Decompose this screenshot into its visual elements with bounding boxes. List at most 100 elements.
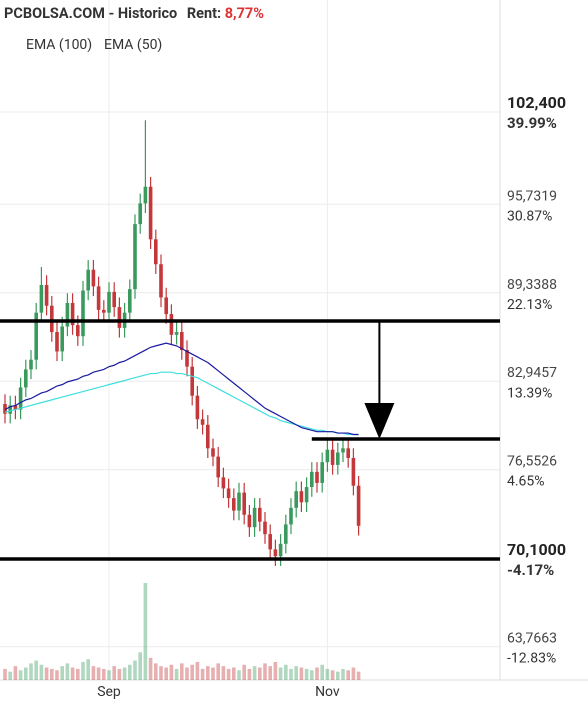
candle-body	[330, 449, 335, 465]
volume-bar	[289, 668, 293, 680]
volume-bar	[143, 583, 148, 680]
candle-body	[24, 369, 28, 388]
candle-body	[299, 491, 304, 503]
candle-body	[128, 289, 132, 313]
chart-title-line: PCBOLSA.COM - Historico Rent: 8,77%	[4, 5, 264, 22]
volume-bar	[304, 668, 309, 680]
y2-tick-label: 30.87%	[507, 208, 552, 224]
candle-body	[190, 366, 194, 396]
y2-tick-label: -4.17%	[507, 561, 554, 579]
candle-body	[159, 264, 163, 298]
volume-bar	[39, 664, 44, 680]
volume-bar	[50, 668, 54, 680]
candle-body	[112, 291, 116, 308]
legend-label: EMA (100)	[26, 37, 92, 53]
candle-body	[341, 448, 345, 453]
candle-body	[154, 239, 158, 265]
volume-bar	[268, 666, 272, 680]
candle-body	[278, 543, 283, 557]
candle-body	[29, 359, 33, 370]
candle-body	[117, 307, 122, 328]
volume-bar	[148, 657, 153, 680]
volume-bar	[65, 663, 70, 680]
volume-bar	[232, 667, 236, 680]
candle-body	[325, 449, 330, 463]
volume-bar	[278, 667, 283, 680]
volume-bar	[336, 671, 340, 680]
y-tick-label: 70,1000	[507, 540, 566, 559]
candle-body	[268, 534, 272, 550]
volume-bar	[117, 668, 122, 680]
volume-bar	[76, 668, 80, 680]
volume-bar	[310, 670, 314, 680]
candle-body	[252, 507, 257, 528]
volume-bar	[190, 664, 194, 680]
candle-body	[164, 297, 168, 315]
volume-bar	[96, 667, 101, 680]
volume-bar	[44, 667, 49, 680]
volume-bar	[60, 666, 64, 680]
volume-bar	[169, 664, 174, 680]
candle-body	[195, 395, 200, 420]
volume-bar	[174, 668, 179, 680]
volume-bar	[356, 671, 361, 680]
y-tick-label: 102,400	[507, 93, 566, 112]
candle-body	[315, 471, 319, 483]
candle-body	[237, 492, 241, 511]
candle-body	[294, 491, 298, 508]
candle-body	[143, 186, 148, 204]
volume-bar	[226, 668, 231, 680]
ema-line	[4, 342, 359, 436]
volume-bar	[91, 666, 96, 680]
volume-bar	[81, 661, 85, 680]
candle-body	[232, 498, 236, 511]
candle-body	[3, 404, 7, 414]
volume-bar	[320, 664, 324, 680]
x-tick-label: Sep	[97, 684, 121, 700]
volume-bar	[330, 670, 335, 680]
candle-body	[18, 387, 23, 410]
y2-tick-label: 13.39%	[507, 385, 552, 401]
y-tick-label: 95,7319	[507, 188, 557, 204]
y2-tick-label: 4.65%	[507, 474, 545, 490]
rent-label: Rent:	[187, 5, 221, 22]
volume-bar	[346, 670, 350, 680]
candle-body	[211, 448, 215, 457]
candle-body	[247, 514, 252, 528]
candle-body	[76, 325, 80, 337]
candle-body	[34, 312, 38, 360]
volume-bar	[102, 668, 106, 680]
volume-bar	[299, 667, 304, 680]
volume-bar	[294, 666, 298, 680]
volume-bar	[138, 652, 142, 680]
candle-body	[351, 457, 356, 486]
volume-bar	[13, 666, 18, 680]
candle-body	[39, 284, 44, 313]
volume-bar	[258, 667, 262, 680]
chart-title: PCBOLSA.COM - Historico	[4, 5, 177, 22]
candle-body	[284, 524, 288, 544]
candle-body	[200, 419, 205, 425]
y-tick-label: 76,5526	[507, 454, 557, 470]
volume-bar	[216, 663, 220, 680]
candle-body	[310, 471, 314, 488]
candle-body	[273, 549, 278, 557]
candle-body	[180, 332, 184, 351]
candle-body	[258, 507, 262, 522]
y2-tick-label: 22.13%	[507, 297, 552, 313]
candle-body	[185, 350, 189, 367]
candle-body	[346, 448, 350, 458]
candle-body	[60, 326, 64, 352]
volume-bar	[211, 667, 215, 680]
candle-body	[70, 302, 75, 326]
volume-bar	[242, 664, 246, 680]
candle-body	[81, 290, 85, 337]
candle-body	[65, 302, 70, 327]
volume-bar	[273, 661, 278, 680]
candle-body	[216, 456, 220, 478]
candle-body	[356, 485, 361, 526]
volume-bar	[8, 671, 12, 680]
volume-bar	[341, 668, 345, 680]
candle-body	[174, 332, 179, 335]
y-tick-label: 63,7663	[507, 631, 557, 647]
